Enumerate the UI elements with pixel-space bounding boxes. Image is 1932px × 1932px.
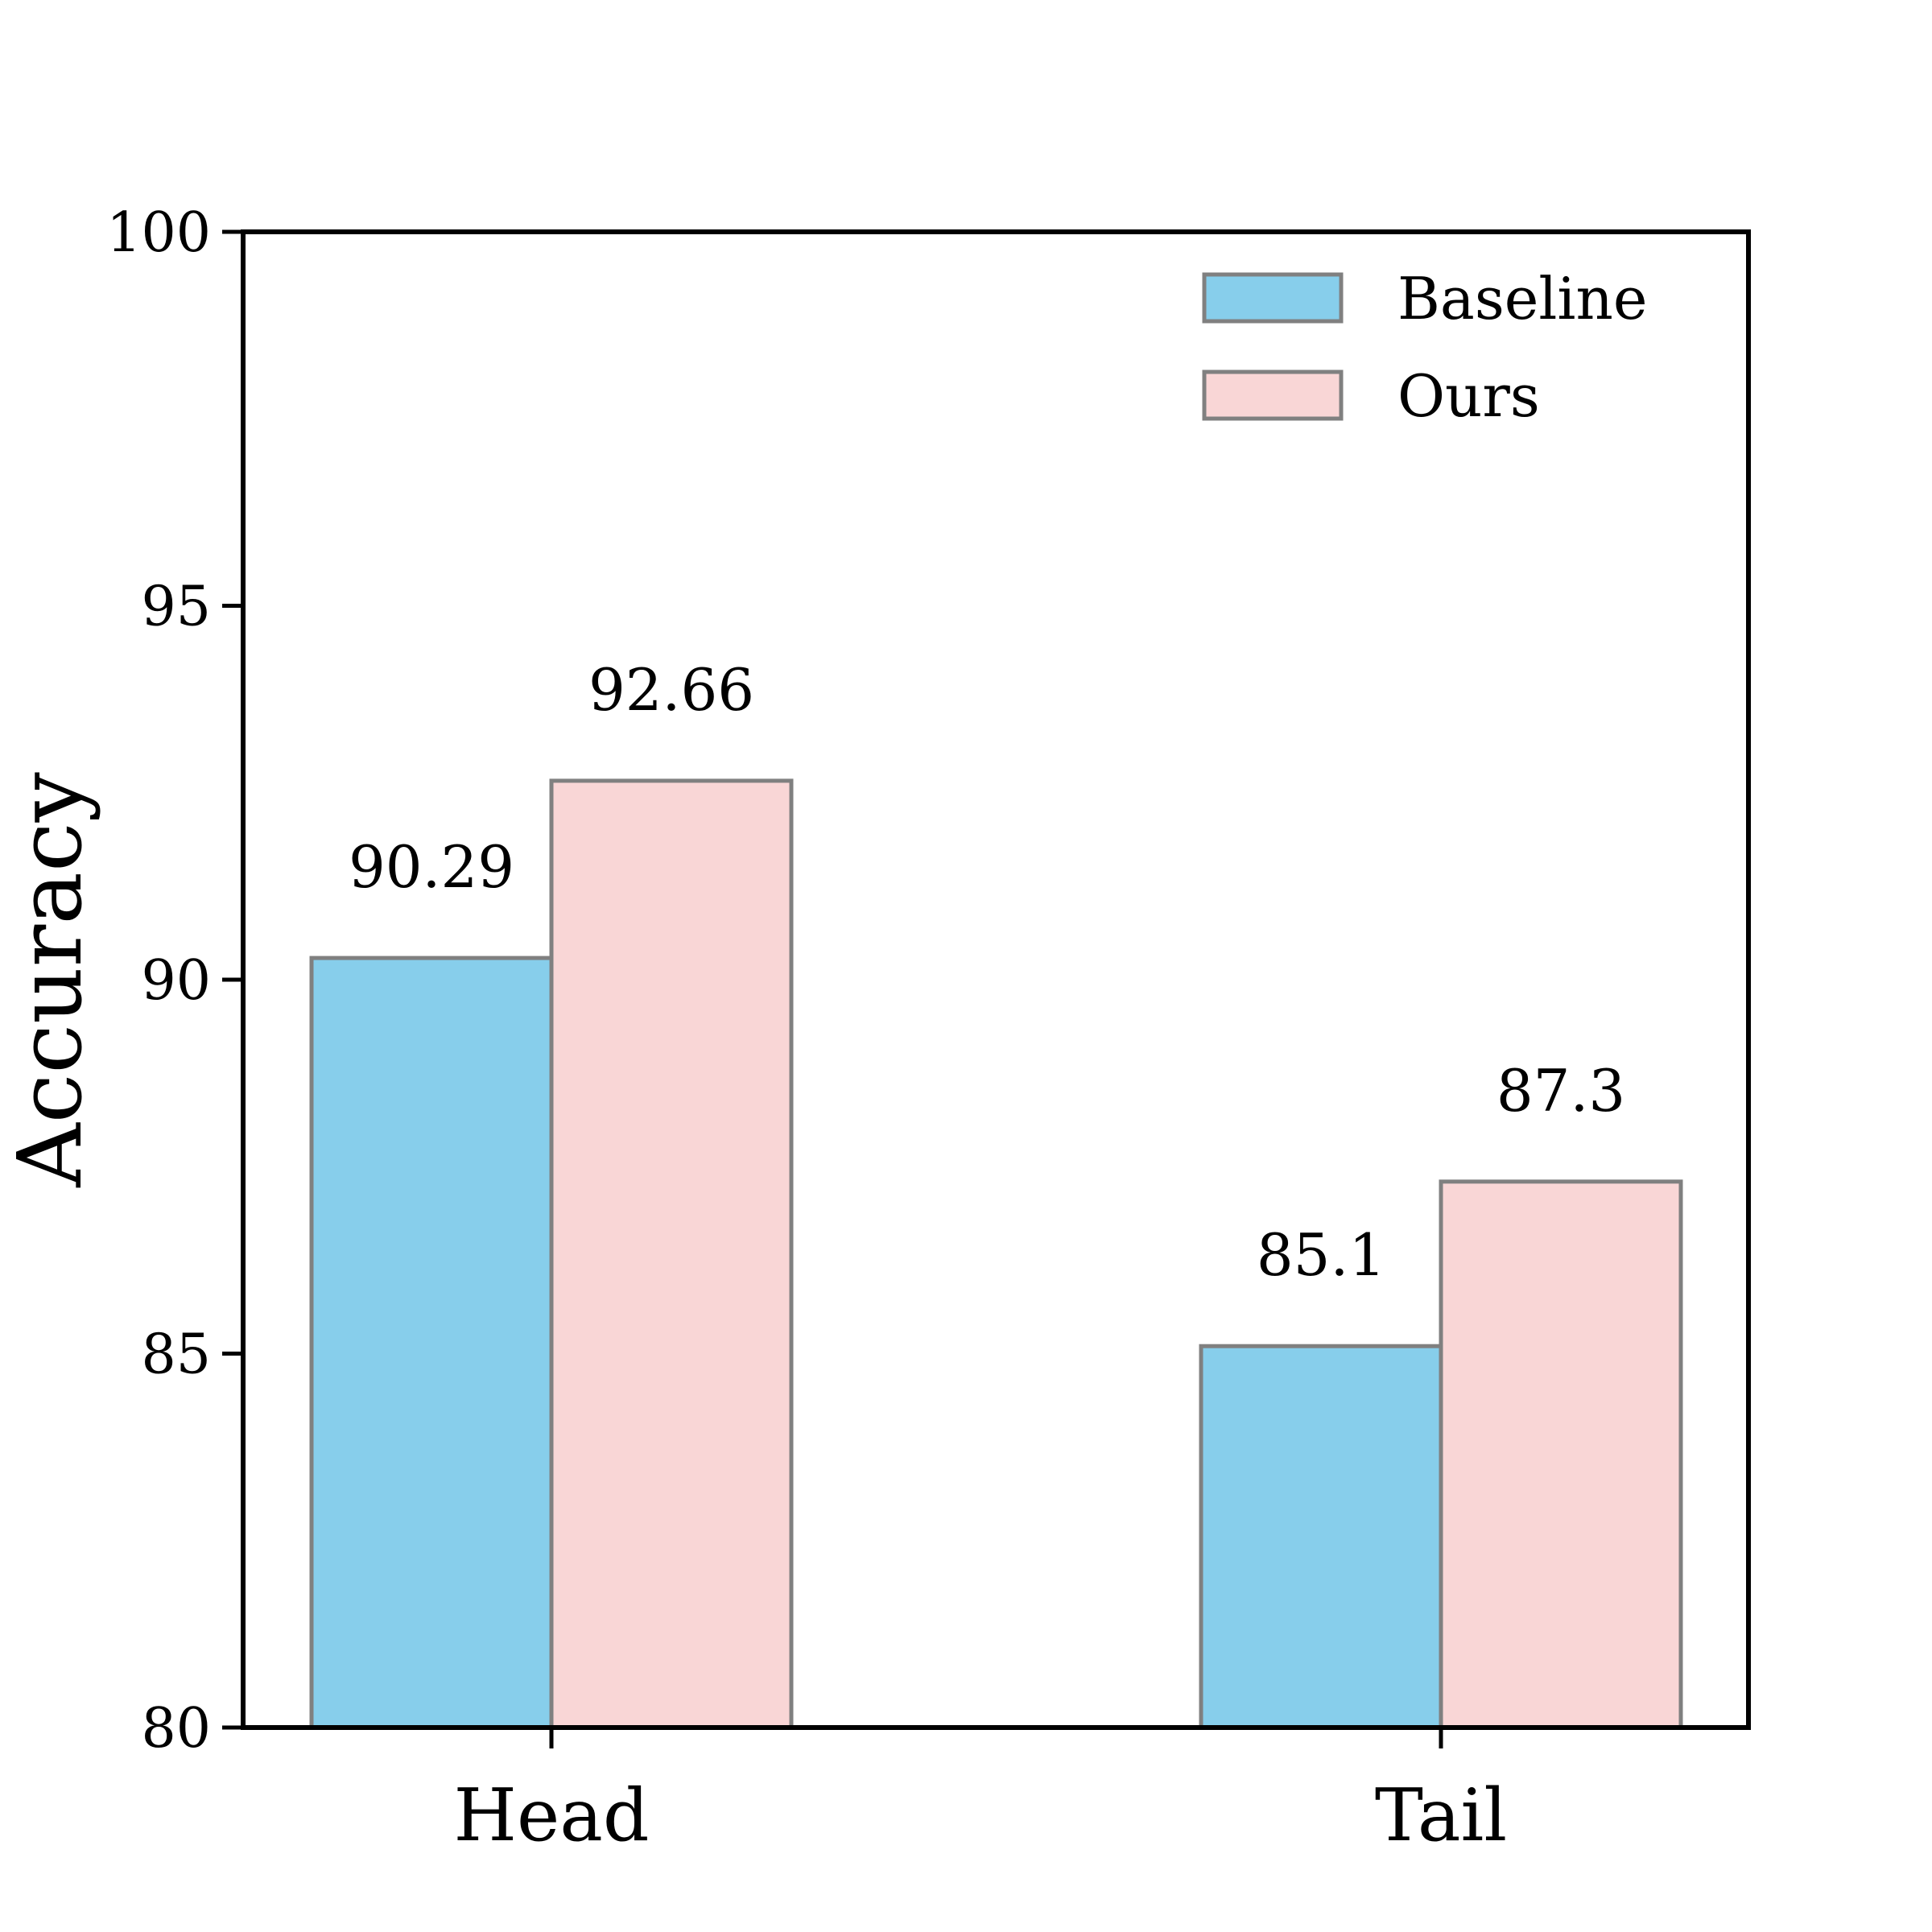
bar-baseline-tail xyxy=(1199,1344,1443,1730)
x-tick-label-head: Head xyxy=(453,1773,649,1858)
value-labels: 90.29 85.1 92.66 87.3 xyxy=(349,656,1625,1289)
bar-baseline-head xyxy=(309,956,554,1730)
value-label-baseline-tail: 85.1 xyxy=(1257,1221,1385,1289)
bars-layer xyxy=(309,778,1683,1730)
y-axis-title: Accuracy xyxy=(0,772,101,1187)
y-axis: 80 85 90 95 100 xyxy=(106,201,243,1761)
y-tick-label-100: 100 xyxy=(106,201,211,265)
value-label-baseline-head: 90.29 xyxy=(349,833,514,901)
legend-swatch-ours xyxy=(1202,369,1344,421)
value-label-ours-tail: 87.3 xyxy=(1496,1057,1625,1125)
legend-label-ours: Ours xyxy=(1397,362,1540,430)
legend-swatch-baseline xyxy=(1202,272,1344,324)
y-tick-label-90: 90 xyxy=(141,949,211,1013)
y-tick-label-85: 85 xyxy=(141,1323,211,1387)
x-tick-label-tail: Tail xyxy=(1375,1773,1507,1858)
value-label-ours-head: 92.66 xyxy=(588,656,754,724)
legend-label-baseline: Baseline xyxy=(1397,265,1647,332)
x-axis: Head Tail xyxy=(453,1728,1507,1858)
bar-ours-tail xyxy=(1439,1179,1683,1730)
y-tick-label-95: 95 xyxy=(141,576,211,639)
y-tick-label-80: 80 xyxy=(141,1697,211,1761)
bar-ours-head xyxy=(549,778,794,1730)
legend: Baseline Ours xyxy=(1202,265,1647,430)
